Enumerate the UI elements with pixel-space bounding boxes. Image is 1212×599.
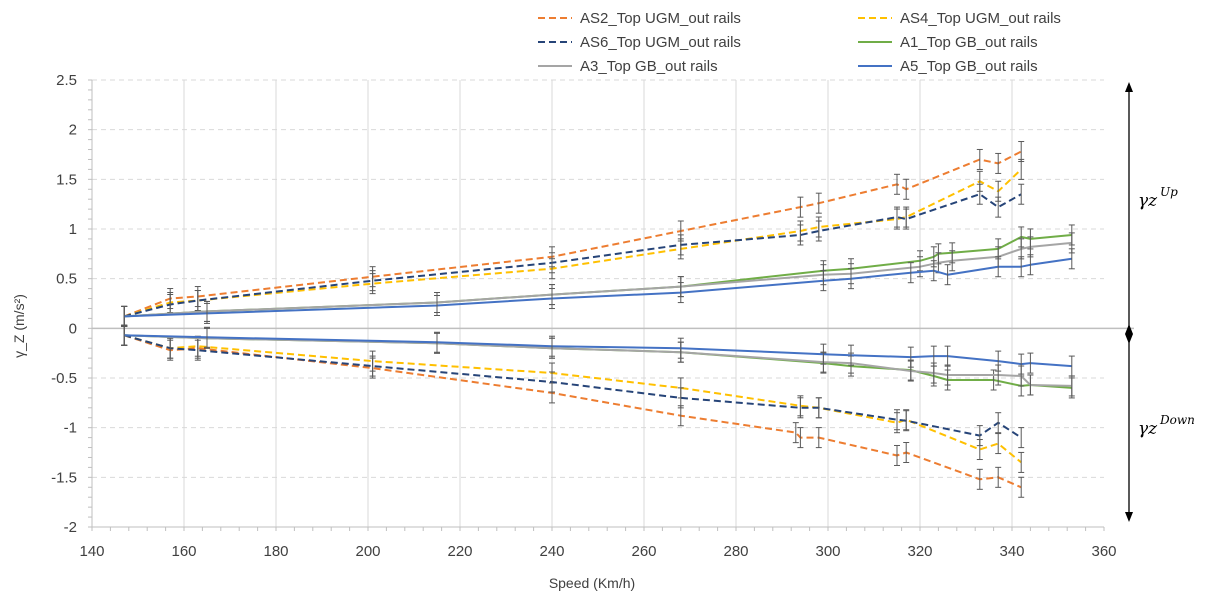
x-tick-label: 340: [999, 543, 1024, 560]
legend-label: A5_Top GB_out rails: [900, 58, 1038, 75]
legend-label: A1_Top GB_out rails: [900, 34, 1038, 51]
legend-item: AS2_Top UGM_out rails: [538, 10, 741, 27]
x-axis-label: Speed (Km/h): [549, 575, 635, 591]
legend-item: A5_Top GB_out rails: [858, 58, 1038, 75]
legend-item: AS6_Top UGM_out rails: [538, 34, 741, 51]
gamma-symbol: γz: [1138, 191, 1158, 211]
legend-label: AS4_Top UGM_out rails: [900, 10, 1061, 27]
series-line-down: [124, 334, 1072, 387]
x-tick-label: 220: [447, 543, 472, 560]
legend-item: A3_Top GB_out rails: [538, 58, 718, 75]
y-tick-label: 2.5: [56, 72, 77, 89]
y-tick-label: 1.5: [56, 171, 77, 188]
grid: [92, 79, 1104, 527]
gamma-symbol: γz: [1138, 419, 1158, 439]
y-tick-label: 0: [69, 320, 77, 337]
y-tick-label: 0.5: [56, 271, 77, 288]
axes: [88, 79, 1134, 531]
series-6: [121, 248, 1075, 377]
gamma-superscript: Down: [1159, 413, 1195, 427]
series-3: [121, 183, 1025, 449]
down-arrow-head-top: [1125, 324, 1133, 334]
series-1: [121, 141, 1025, 498]
legend-item: AS4_Top UGM_out rails: [858, 10, 1061, 27]
series-line-up: [124, 234, 1072, 318]
x-tick-label: 360: [1091, 543, 1116, 560]
y-tick-label: -1: [64, 420, 77, 437]
y-tick-label: -0.5: [51, 370, 77, 387]
x-tick-label: 240: [539, 543, 564, 560]
legend-label: A3_Top GB_out rails: [580, 58, 718, 75]
x-tick-label: 140: [79, 543, 104, 560]
series-line-up: [123, 150, 1022, 318]
x-tick-label: 320: [907, 543, 932, 560]
legend-item: A1_Top GB_out rails: [858, 34, 1038, 51]
x-tick-label: 200: [355, 543, 380, 560]
series-line-down: [124, 334, 1072, 389]
x-tick-label: 180: [263, 543, 288, 560]
tick-labels: 140 160 180 200 220 240 260 280 300 320 340 360 -2 -1…: [51, 72, 1116, 560]
legend-label: AS6_Top UGM_out rails: [580, 34, 741, 51]
x-tick-label: 160: [171, 543, 196, 560]
x-tick-label: 280: [723, 543, 748, 560]
series-line-up: [124, 241, 1072, 318]
series-layer: [121, 141, 1075, 498]
y-tick-label: -2: [64, 519, 77, 536]
y-tick-label: 2: [69, 122, 77, 139]
x-tick-label: 260: [631, 543, 656, 560]
series-2: [121, 158, 1025, 473]
x-tick-label: 300: [815, 543, 840, 560]
y-tick-label: -1.5: [51, 469, 77, 486]
gamma-down-label: γz Down: [1138, 413, 1195, 439]
gamma-up-label: γz Up: [1138, 185, 1178, 211]
legend: AS2_Top UGM_out rails AS4_Top UGM_out rai…: [538, 10, 1061, 75]
up-arrow-head-top: [1125, 82, 1133, 92]
y-axis-label: γ_Z (m/s²): [11, 294, 27, 358]
gamma-superscript: Up: [1160, 185, 1178, 199]
series-line-down: [124, 334, 1072, 368]
down-arrow-head-bottom: [1125, 512, 1133, 522]
series-line-down: [123, 334, 1022, 489]
series-line-up: [124, 257, 1072, 318]
y-tick-label: 1: [69, 221, 77, 238]
legend-label: AS2_Top UGM_out rails: [580, 10, 741, 27]
